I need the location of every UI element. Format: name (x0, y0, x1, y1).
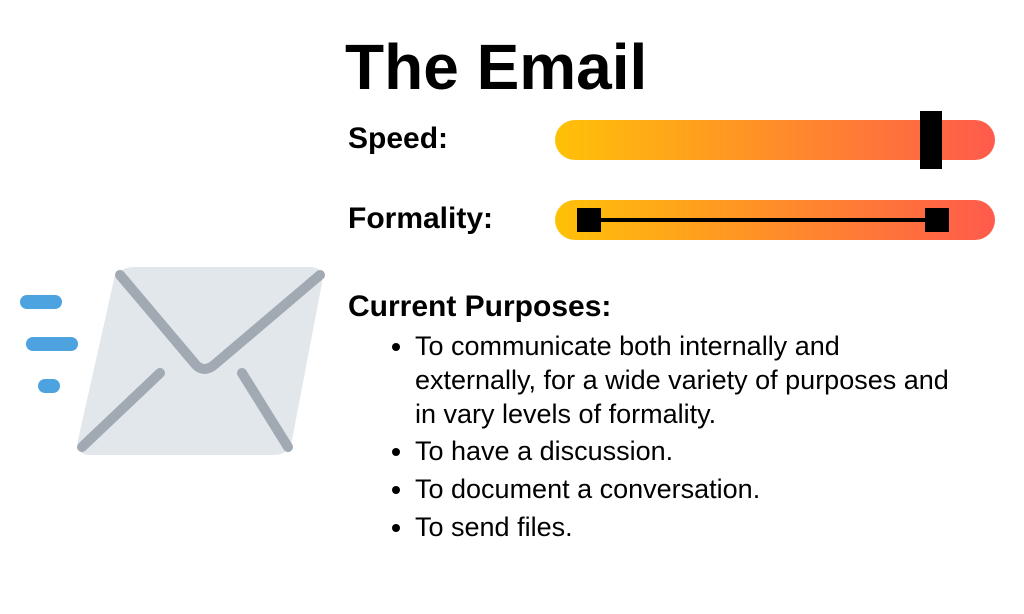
list-item: To send files. (415, 511, 965, 545)
page-title: The Email (345, 30, 647, 104)
email-icon (20, 265, 330, 465)
formality-range-line (600, 218, 926, 222)
list-item: To have a discussion. (415, 435, 965, 469)
formality-range-handle-right (925, 208, 949, 232)
formality-label: Formality: (348, 202, 493, 236)
formality-range-handle-left (577, 208, 601, 232)
speed-slider-handle (920, 111, 942, 169)
purposes-list: To communicate both internally and exter… (385, 330, 965, 549)
purposes-heading: Current Purposes: (348, 290, 611, 324)
speed-label: Speed: (348, 122, 448, 156)
list-item: To document a conversation. (415, 473, 965, 507)
list-item: To communicate both internally and exter… (415, 330, 965, 431)
